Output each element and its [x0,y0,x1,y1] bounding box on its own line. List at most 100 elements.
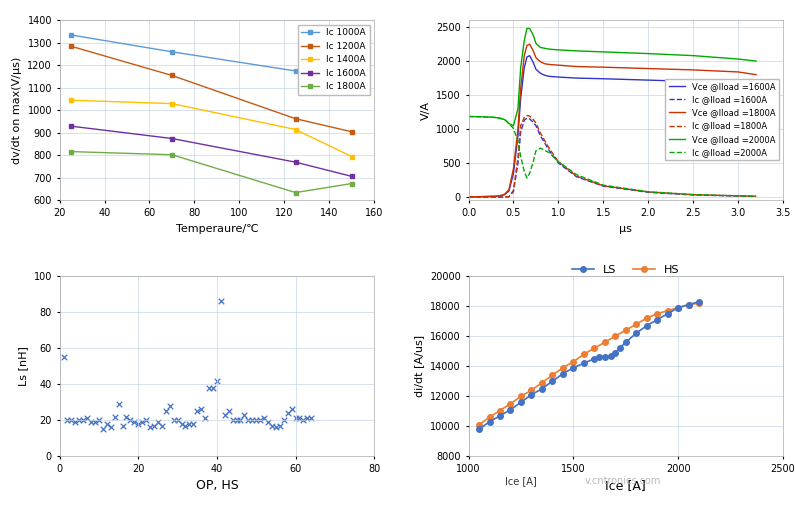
Vce @Iload =1800A [525,41,534,47]
Ic @Iload =2000A [553,159,563,165]
Ic @Iload =1800A [545,146,554,152]
Line: Ic @Iload =2000A: Ic @Iload =2000A [468,117,756,196]
Point [273,422,286,430]
LS [537,386,547,392]
Vce @Iload =1800A [733,69,743,75]
Ic @Iload =2000A [536,145,545,151]
Vce @Iload =2000A [525,25,534,31]
Vce @Iload =1800A [545,61,554,67]
LS [568,365,578,371]
Ic @Iload =1600A [572,173,581,179]
Point [187,420,200,428]
Point [167,416,180,424]
Vce @Iload =2000A [531,41,541,47]
Vce @Iload =1600A [751,84,761,90]
Point [128,418,141,426]
Point [81,414,94,422]
Vce @Iload =1600A [525,53,534,59]
Vce @Iload =1800A [522,43,532,49]
Vce @Iload =1800A [688,67,698,73]
HS [653,311,662,317]
Vce @Iload =1600A [553,74,563,80]
Vce @Iload =1600A [536,70,545,77]
Ic @Iload =1600A [522,115,532,121]
Vce @Iload =2000A [599,49,608,55]
Ic 1600A [66,123,76,129]
Point [289,414,302,422]
Line: Ic 1400A: Ic 1400A [69,98,354,159]
Ic @Iload =2000A [643,189,653,195]
Point [163,402,176,410]
Line: Ic 1800A: Ic 1800A [69,150,354,195]
HS [558,365,568,371]
LS [621,339,630,345]
Ic @Iload =2000A [688,192,698,198]
LS [594,354,603,360]
Vce @Iload =2000A [536,45,545,51]
Vce @Iload =1600A [482,194,491,200]
Vce @Iload =1800A [482,194,491,200]
Ic @Iload =1800A [500,194,510,200]
Point [258,414,270,422]
Point [215,297,227,305]
Ic @Iload =1800A [733,193,743,199]
Ic @Iload =1600A [516,129,525,135]
Line: Ic @Iload =1800A: Ic @Iload =1800A [468,116,756,197]
Ic @Iload =1600A [553,160,563,166]
Ic @Iload =1800A [468,194,478,200]
Vce @Iload =2000A [572,48,581,54]
Point [277,416,290,424]
Vce @Iload =2000A [733,56,743,62]
Line: Ic 1200A: Ic 1200A [69,44,354,134]
Vce @Iload =2000A [477,114,487,120]
LS [600,354,610,360]
Ic @Iload =1800A [572,173,581,179]
Vce @Iload =2000A [553,47,563,53]
LS [663,311,673,317]
Ic @Iload =1800A [643,189,653,195]
Legend: Ic 1000A, Ic 1200A, Ic 1400A, Ic 1600A, Ic 1800A: Ic 1000A, Ic 1200A, Ic 1400A, Ic 1600A, … [297,25,370,95]
Point [246,416,258,424]
Ic @Iload =1600A [688,192,698,198]
X-axis label: OP, HS: OP, HS [196,480,238,492]
Legend: LS, HS: LS, HS [568,260,684,279]
Ic 1200A [167,73,176,79]
Vce @Iload =1800A [529,48,538,54]
Ic @Iload =1800A [495,194,505,200]
Ic @Iload =1800A [529,117,538,123]
Vce @Iload =1800A [468,194,478,200]
Ic @Iload =2000A [509,125,518,131]
LS [653,317,662,323]
Vce @Iload =2000A [751,58,761,64]
Ic @Iload =2000A [463,114,473,120]
Vce @Iload =1600A [522,54,532,60]
Point [89,418,102,426]
Ic @Iload =1800A [536,130,545,136]
Ic @Iload =1800A [504,194,514,200]
LS [485,419,494,425]
Vce @Iload =1600A [519,65,529,71]
Vce @Iload =2000A [502,118,511,124]
Vce @Iload =1600A [491,193,500,199]
Point [156,422,169,430]
Point [223,407,235,415]
Ic @Iload =1800A [516,123,525,129]
X-axis label: μs: μs [619,224,632,234]
Ic @Iload =1800A [522,113,532,119]
Ic @Iload =1800A [519,115,529,121]
LS [684,302,693,308]
Ic 1800A [347,180,356,187]
Line: Ic 1600A: Ic 1600A [69,124,354,178]
Point [179,422,192,430]
Ic 1600A [167,135,176,141]
Ic @Iload =1800A [509,187,518,193]
LS [495,413,505,419]
Vce @Iload =1600A [473,194,483,200]
Ic @Iload =1800A [514,155,523,161]
Ic 1200A [347,129,356,135]
HS [548,372,557,378]
HS [694,300,704,306]
Vce @Iload =1600A [531,66,541,73]
Vce @Iload =2000A [519,38,529,44]
Vce @Iload =2000A [516,65,525,71]
